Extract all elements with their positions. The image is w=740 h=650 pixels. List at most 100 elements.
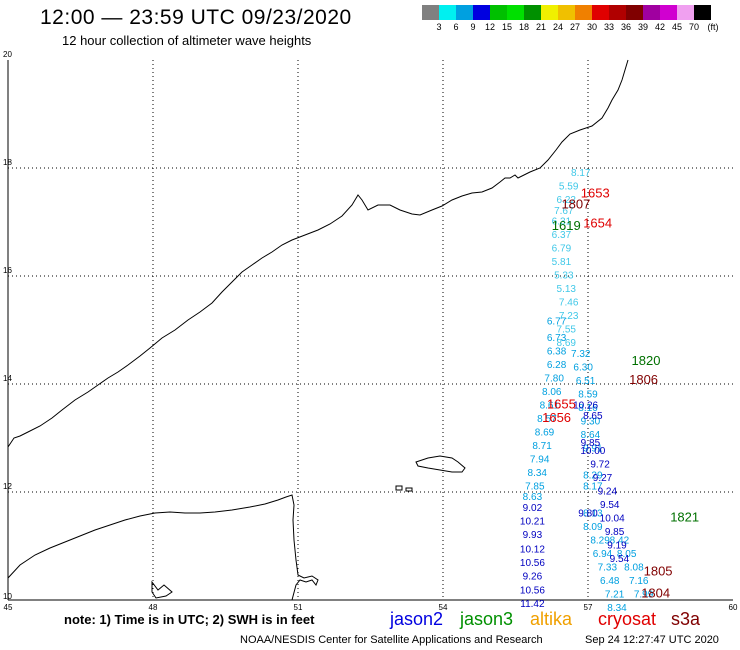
credit-text: NOAA/NESDIS Center for Satellite Applica… xyxy=(240,634,543,646)
wave-height-label: 6.94 xyxy=(593,549,613,560)
wave-height-label: 9.93 xyxy=(523,530,543,541)
colorbar-swatch xyxy=(422,5,439,20)
pass-time-label: 1653 xyxy=(581,186,610,201)
wave-height-label: 8.59 xyxy=(578,390,598,401)
coastline xyxy=(7,59,629,601)
wave-height-label: 8.34 xyxy=(607,603,627,614)
wave-height-label: 7.94 xyxy=(530,454,550,465)
pass-time-label: 1619 xyxy=(552,218,581,233)
colorbar-swatch xyxy=(524,5,541,20)
colorbar-swatch xyxy=(643,5,660,20)
latitude-tick-label: 18 xyxy=(3,158,12,167)
coast-inlet xyxy=(151,580,173,599)
colorbar-swatch xyxy=(609,5,626,20)
colorbar-label: 27 xyxy=(569,22,581,32)
colorbar-label: 42 xyxy=(654,22,666,32)
map-frame xyxy=(7,60,733,601)
footer-note: note: 1) Time is in UTC; 2) SWH is in fe… xyxy=(64,612,315,627)
colorbar-label: 36 xyxy=(620,22,632,32)
wave-height-label: 7.46 xyxy=(559,298,579,309)
colorbar-label: 9 xyxy=(470,22,476,32)
wave-height-label: 8.64 xyxy=(581,430,601,441)
wave-height-label: 5.81 xyxy=(552,257,572,268)
colorbar-label: 18 xyxy=(518,22,530,32)
satellite-legend-item: altika xyxy=(530,609,573,629)
pass-time-label: 1656 xyxy=(542,410,571,425)
wave-height-label: 8.13 xyxy=(583,508,603,519)
longitude-tick-label: 60 xyxy=(729,603,738,612)
colorbar-swatch xyxy=(694,5,711,20)
wave-height-label: 5.33 xyxy=(554,271,574,282)
pass-time-label: 1821 xyxy=(670,510,699,525)
wave-height-label: 8.29 xyxy=(590,535,610,546)
colorbar-swatch xyxy=(626,5,643,20)
colorbar-swatch xyxy=(558,5,575,20)
pass-time-label: 1654 xyxy=(583,215,612,230)
wave-height-label: 8.17 xyxy=(583,481,603,492)
wave-height-label: 6.48 xyxy=(600,576,620,587)
wave-height-label: 5.13 xyxy=(557,284,577,295)
latitude-tick-label: 16 xyxy=(3,266,12,275)
longitude-tick-label: 48 xyxy=(149,603,158,612)
wave-height-label: 7.55 xyxy=(557,325,577,336)
colorbar-label: (ft) xyxy=(707,22,719,32)
pass-time-label: 1805 xyxy=(644,564,673,579)
longitude-tick-label: 57 xyxy=(584,603,593,612)
colorbar-label: 39 xyxy=(637,22,649,32)
colorbar-label: 45 xyxy=(671,22,683,32)
island-small-1 xyxy=(395,485,403,491)
wave-height-label: 6.79 xyxy=(552,244,572,255)
lat-lon-grid xyxy=(8,60,733,600)
satellite-legend-item: jason2 xyxy=(390,609,444,629)
longitude-tick-label: 51 xyxy=(294,603,303,612)
wave-height-label: 7.67 xyxy=(554,206,574,217)
wave-height-label: 8.17 xyxy=(571,168,591,179)
wave-height-label: 9.54 xyxy=(610,554,630,565)
wave-height-label: 8.65 xyxy=(583,411,603,422)
colorbar-label: 3 xyxy=(436,22,442,32)
wave-height-label: 10.12 xyxy=(520,544,545,555)
latitude-tick-label: 10 xyxy=(3,592,12,601)
longitude-tick-label: 45 xyxy=(4,603,13,612)
colorbar-label: 24 xyxy=(552,22,564,32)
wave-height-label: 8.29 xyxy=(583,471,603,482)
wave-height-label: 8.06 xyxy=(542,387,562,398)
colorbar-swatch xyxy=(660,5,677,20)
wave-height-label: 6.30 xyxy=(573,363,593,374)
satellite-legend-item: cryosat xyxy=(598,609,657,629)
wave-height-label: 7.85 xyxy=(525,481,545,492)
generated-timestamp: Sep 24 12:27:47 UTC 2020 xyxy=(585,634,719,646)
wave-height-label: 9.85 xyxy=(581,438,601,449)
colorbar-label: 15 xyxy=(501,22,513,32)
pass-time-label: 1806 xyxy=(629,372,658,387)
wave-height-label: 6.28 xyxy=(547,360,567,371)
colorbar-label: 70 xyxy=(688,22,700,32)
colorbar-label: 12 xyxy=(484,22,496,32)
wave-height-label: 10.00 xyxy=(580,446,605,457)
wave-height-label: 9.30 xyxy=(581,417,601,428)
wave-height-label: 7.16 xyxy=(629,576,649,587)
pass-time-label: 1804 xyxy=(641,585,670,600)
somali-coastline xyxy=(7,494,319,601)
wave-height-label: 10.21 xyxy=(520,516,545,527)
wave-height-label: 9.24 xyxy=(598,487,618,498)
wave-height-label: 6.38 xyxy=(547,346,567,357)
wave-height-label: 9.26 xyxy=(523,571,543,582)
wave-height-label: 6.51 xyxy=(576,376,596,387)
wave-height-label: 7.32 xyxy=(571,349,591,360)
colorbar-swatch xyxy=(592,5,609,20)
wave-height-label: 11.42 xyxy=(520,599,545,610)
wave-height-label: 8.08 xyxy=(624,562,644,573)
wave-height-label: 7.80 xyxy=(544,373,564,384)
colorbar-label: 30 xyxy=(586,22,598,32)
satellite-legend-item: jason3 xyxy=(460,609,514,629)
wave-height-label: 8.16 xyxy=(578,403,598,414)
wave-height-labels: 9.02 10.21 9.93 10.12 10.56 9.26 10.56 11.42 6.7… xyxy=(520,168,654,614)
latitude-tick-label: 20 xyxy=(3,50,12,59)
wave-height-label: 10.56 xyxy=(520,586,545,597)
wave-height-label: 8.71 xyxy=(532,441,552,452)
pass-time-label: 1655 xyxy=(547,396,576,411)
color-legend xyxy=(422,5,711,20)
